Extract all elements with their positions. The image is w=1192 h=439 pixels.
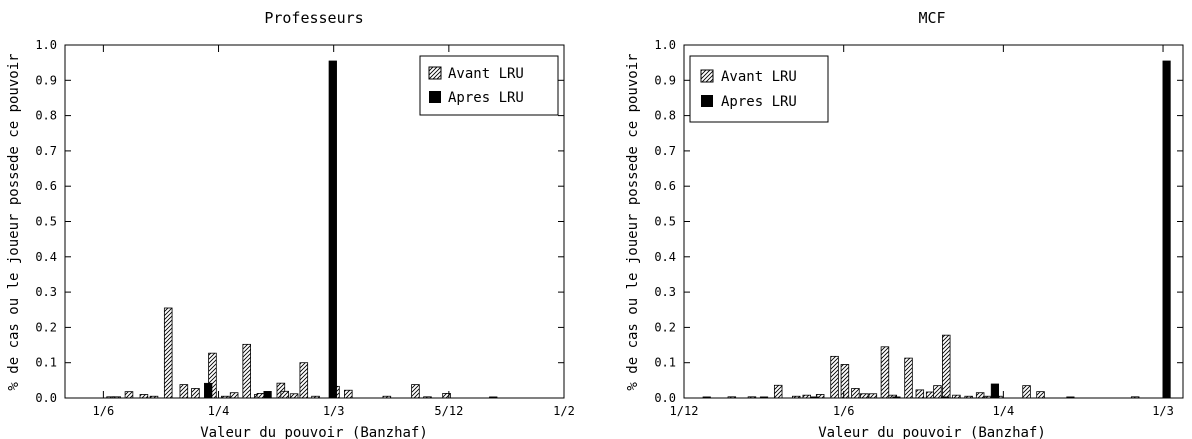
bar-avant-lru <box>773 384 783 399</box>
legend-swatch-solid <box>429 91 441 103</box>
x-axis-label: Valeur du pouvoir (Banzhaf) <box>200 425 428 439</box>
chart-mcf: MCF Valeur du pouvoir (Banzhaf) % de cas… <box>625 9 1184 439</box>
x-tick-label: 1/4 <box>993 404 1015 418</box>
ticks-group: 0.0 0.1 0.2 0.3 0.4 0.5 0.6 0.7 0.8 0.9 1.0 1/12 1/6… <box>654 38 1183 418</box>
y-tick-label: 0.6 <box>654 179 676 193</box>
legend-label-avant: Avant LRU <box>448 66 524 82</box>
y-tick-label: 0.4 <box>654 250 676 264</box>
y-tick-label: 0.5 <box>35 215 57 229</box>
bar-avant-lru <box>851 388 860 399</box>
plot-frame <box>64 44 565 399</box>
y-tick-label: 0.6 <box>35 179 57 193</box>
bar-apres-lru <box>204 382 213 399</box>
bar-apres-lru <box>263 391 272 399</box>
chart-professeurs: Professeurs Valeur du pouvoir (Banzhaf) … <box>6 9 575 439</box>
y-tick-label: 0.3 <box>35 285 57 299</box>
y-tick-label: 1.0 <box>654 38 676 52</box>
y-axis-label: % de cas ou le joueur possede ce pouvoir <box>625 53 641 390</box>
legend-swatch-hatched <box>428 66 442 80</box>
y-tick-label: 0.3 <box>654 285 676 299</box>
y-tick-label: 0.1 <box>35 356 57 370</box>
y-tick-label: 0.7 <box>35 144 57 158</box>
y-tick-label: 0.5 <box>654 215 676 229</box>
y-tick-label: 0.2 <box>654 320 676 334</box>
bar-avant-lru <box>925 391 935 399</box>
bar-avant-lru <box>229 392 239 399</box>
x-tick-label: 5/12 <box>434 404 463 418</box>
bar-avant-lru <box>191 388 200 399</box>
bar-avant-lru <box>880 346 890 399</box>
bar-avant-lru <box>280 390 289 399</box>
bar-avant-lru <box>344 389 353 399</box>
legend-box <box>419 55 559 116</box>
y-tick-label: 0.0 <box>35 391 57 405</box>
bar-avant-lru <box>975 392 985 399</box>
y-tick-label: 0.7 <box>654 144 676 158</box>
bar-avant-lru <box>868 393 878 399</box>
y-tick-label: 0.8 <box>35 109 57 123</box>
bar-avant-lru <box>299 362 309 399</box>
y-tick-label: 0.1 <box>654 356 676 370</box>
ticks-group: 0.0 0.1 0.2 0.3 0.4 0.5 0.6 0.7 0.8 0.9 1.0 1/6 1/4 1… <box>35 38 575 418</box>
bar-avant-lru <box>1036 391 1045 399</box>
bar-apres-lru <box>328 60 337 399</box>
bar-avant-lru <box>933 385 942 399</box>
y-axis-label: % de cas ou le joueur possede ce pouvoir <box>6 53 22 390</box>
bar-avant-lru <box>840 364 850 399</box>
y-tick-label: 0.9 <box>654 73 676 87</box>
bar-avant-lru <box>411 384 420 399</box>
bar-avant-lru <box>289 393 299 399</box>
bar-avant-lru <box>942 334 951 399</box>
x-tick-label: 1/3 <box>1152 404 1174 418</box>
y-tick-label: 0.0 <box>654 391 676 405</box>
bar-avant-lru <box>830 355 839 399</box>
legend-label-apres: Apres LRU <box>448 90 524 106</box>
chart-title: MCF <box>918 9 945 27</box>
bars-group <box>106 60 498 399</box>
bar-avant-lru <box>1022 385 1031 399</box>
bar-avant-lru <box>904 357 913 399</box>
x-axis-label: Valeur du pouvoir (Banzhaf) <box>818 425 1046 439</box>
bar-apres-lru <box>990 383 1000 399</box>
x-tick-label: 1/12 <box>670 404 699 418</box>
y-tick-label: 0.2 <box>35 320 57 334</box>
x-tick-label: 1/3 <box>323 404 345 418</box>
bar-avant-lru <box>242 343 251 399</box>
plot-frame <box>683 44 1184 399</box>
y-tick-label: 0.4 <box>35 250 57 264</box>
x-tick-label: 1/6 <box>833 404 855 418</box>
legend-swatch-hatched <box>700 69 714 83</box>
bar-avant-lru <box>163 307 173 399</box>
bar-apres-lru <box>1162 60 1171 399</box>
y-tick-label: 1.0 <box>35 38 57 52</box>
legend-swatch-solid <box>701 95 713 107</box>
x-tick-label: 1/4 <box>208 404 230 418</box>
legend: Avant LRU Apres LRU <box>689 55 829 123</box>
legend: Avant LRU Apres LRU <box>419 55 559 116</box>
y-tick-label: 0.8 <box>654 109 676 123</box>
bar-avant-lru <box>860 393 869 399</box>
legend-box <box>689 55 829 123</box>
bar-avant-lru <box>915 389 925 399</box>
y-tick-label: 0.9 <box>35 73 57 87</box>
legend-label-avant: Avant LRU <box>721 69 797 85</box>
x-tick-label: 1/2 <box>553 404 575 418</box>
bar-avant-lru <box>139 394 149 399</box>
bar-avant-lru <box>124 391 134 399</box>
legend-label-apres: Apres LRU <box>721 94 797 110</box>
x-tick-label: 1/6 <box>93 404 115 418</box>
bar-avant-lru <box>179 384 189 399</box>
chart-title: Professeurs <box>264 9 363 27</box>
